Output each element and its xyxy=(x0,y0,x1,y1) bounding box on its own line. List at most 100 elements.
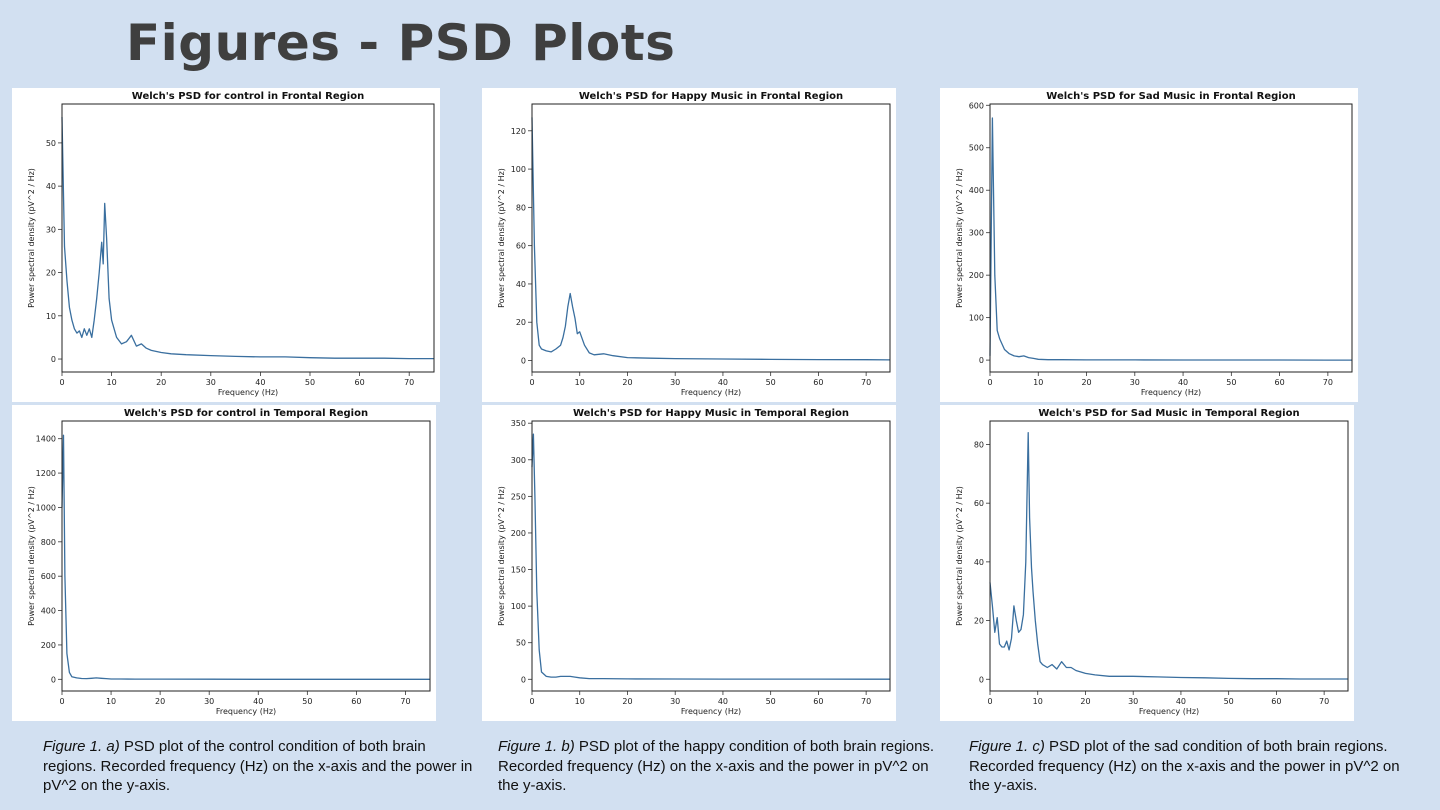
x-tick-label: 40 xyxy=(718,378,728,387)
chart-title: Welch's PSD for Happy Music in Frontal R… xyxy=(579,91,843,102)
y-axis-label: Power spectral density (pV^2 / Hz) xyxy=(27,168,36,308)
x-tick-label: 10 xyxy=(575,378,585,387)
y-tick-label: 80 xyxy=(974,440,984,449)
x-tick-label: 40 xyxy=(1178,378,1188,387)
x-tick-label: 60 xyxy=(1275,378,1285,387)
y-tick-label: 40 xyxy=(974,558,984,567)
x-tick-label: 10 xyxy=(107,378,117,387)
x-tick-label: 30 xyxy=(204,697,214,706)
x-tick-label: 20 xyxy=(156,378,166,387)
y-tick-label: 40 xyxy=(46,182,56,191)
plot-frame xyxy=(989,420,1349,692)
x-axis-label: Frequency (Hz) xyxy=(1141,388,1201,397)
x-tick-label: 60 xyxy=(351,697,361,706)
y-tick-label: 10 xyxy=(46,312,56,321)
chart-title: Welch's PSD for Sad Music in Frontal Reg… xyxy=(1046,91,1295,102)
y-tick-label: 300 xyxy=(969,229,984,238)
x-tick-label: 50 xyxy=(1226,378,1236,387)
x-axis-label: Frequency (Hz) xyxy=(218,388,278,397)
x-tick-label: 60 xyxy=(813,697,823,706)
x-axis-label: Frequency (Hz) xyxy=(681,388,741,397)
x-axis-label: Frequency (Hz) xyxy=(216,707,276,716)
psd-series-line xyxy=(531,117,891,361)
chart-title: Welch's PSD for control in Temporal Regi… xyxy=(124,408,368,419)
x-tick-label: 70 xyxy=(861,378,871,387)
y-tick-label: 0 xyxy=(979,356,984,365)
x-tick-label: 10 xyxy=(575,697,585,706)
caption-text: PSD plot of the control condition of bot… xyxy=(43,738,473,794)
x-tick-label: 40 xyxy=(1176,697,1186,706)
caption-text: PSD plot of the sad condition of both br… xyxy=(969,738,1400,794)
y-tick-label: 20 xyxy=(516,318,526,327)
psd-plot-control-frontal: Welch's PSD for control in Frontal Regio… xyxy=(12,88,440,402)
x-tick-label: 30 xyxy=(670,697,680,706)
slide-title: Figures - PSD Plots xyxy=(126,14,676,72)
y-tick-label: 250 xyxy=(511,492,526,501)
y-tick-label: 200 xyxy=(41,641,56,650)
x-tick-label: 20 xyxy=(622,378,632,387)
x-tick-label: 0 xyxy=(529,378,534,387)
plot-frame xyxy=(989,103,1353,373)
y-tick-label: 350 xyxy=(511,419,526,428)
chart-title: Welch's PSD for control in Frontal Regio… xyxy=(132,91,364,102)
x-tick-label: 40 xyxy=(718,697,728,706)
caption-label: Figure 1. a) xyxy=(43,738,120,755)
y-tick-label: 20 xyxy=(974,617,984,626)
y-tick-label: 800 xyxy=(41,538,56,547)
y-tick-label: 0 xyxy=(51,675,56,684)
y-tick-label: 100 xyxy=(511,602,526,611)
y-tick-label: 40 xyxy=(516,280,526,289)
y-tick-label: 300 xyxy=(511,456,526,465)
x-tick-label: 10 xyxy=(106,697,116,706)
y-tick-label: 80 xyxy=(516,203,526,212)
y-tick-label: 400 xyxy=(41,607,56,616)
y-axis-label: Power spectral density (pV^2 / Hz) xyxy=(497,168,506,308)
plot-frame xyxy=(61,103,435,373)
x-tick-label: 40 xyxy=(255,378,265,387)
y-tick-label: 200 xyxy=(511,529,526,538)
y-tick-label: 0 xyxy=(51,355,56,364)
psd-series-line xyxy=(989,432,1348,680)
y-tick-label: 600 xyxy=(969,101,984,110)
psd-series-line xyxy=(61,116,434,360)
x-axis-label: Frequency (Hz) xyxy=(681,707,741,716)
x-tick-label: 20 xyxy=(622,697,632,706)
chart-title: Welch's PSD for Happy Music in Temporal … xyxy=(573,408,849,419)
y-tick-label: 120 xyxy=(511,127,526,136)
x-tick-label: 0 xyxy=(59,378,64,387)
y-axis-label: Power spectral density (pV^2 / Hz) xyxy=(497,486,506,626)
psd-plot-control-temporal: Welch's PSD for control in Temporal Regi… xyxy=(12,405,436,721)
y-tick-label: 400 xyxy=(969,186,984,195)
y-tick-label: 1200 xyxy=(36,469,56,478)
x-tick-label: 50 xyxy=(305,378,315,387)
y-tick-label: 100 xyxy=(969,314,984,323)
psd-series-line xyxy=(989,117,1352,361)
x-tick-label: 10 xyxy=(1033,697,1043,706)
x-axis-label: Frequency (Hz) xyxy=(1139,707,1199,716)
x-tick-label: 0 xyxy=(987,697,992,706)
y-tick-label: 30 xyxy=(46,225,56,234)
x-tick-label: 50 xyxy=(766,378,776,387)
plot-frame xyxy=(531,103,891,373)
x-tick-label: 50 xyxy=(302,697,312,706)
x-tick-label: 20 xyxy=(1080,697,1090,706)
x-tick-label: 70 xyxy=(404,378,414,387)
x-tick-label: 30 xyxy=(670,378,680,387)
y-axis-label: Power spectral density (pV^2 / Hz) xyxy=(955,486,964,626)
caption-label: Figure 1. c) xyxy=(969,738,1045,755)
y-tick-label: 1400 xyxy=(36,435,56,444)
x-tick-label: 20 xyxy=(1081,378,1091,387)
y-axis-label: Power spectral density (pV^2 / Hz) xyxy=(955,168,964,308)
y-tick-label: 50 xyxy=(516,639,526,648)
y-tick-label: 60 xyxy=(974,499,984,508)
x-tick-label: 60 xyxy=(1271,697,1281,706)
y-tick-label: 20 xyxy=(46,269,56,278)
caption-label: Figure 1. b) xyxy=(498,738,575,755)
plot-frame xyxy=(531,420,891,692)
y-tick-label: 50 xyxy=(46,139,56,148)
x-tick-label: 60 xyxy=(355,378,365,387)
psd-plot-happy-temporal: Welch's PSD for Happy Music in Temporal … xyxy=(482,405,896,721)
y-tick-label: 1000 xyxy=(36,503,56,512)
y-tick-label: 60 xyxy=(516,242,526,251)
x-tick-label: 50 xyxy=(766,697,776,706)
